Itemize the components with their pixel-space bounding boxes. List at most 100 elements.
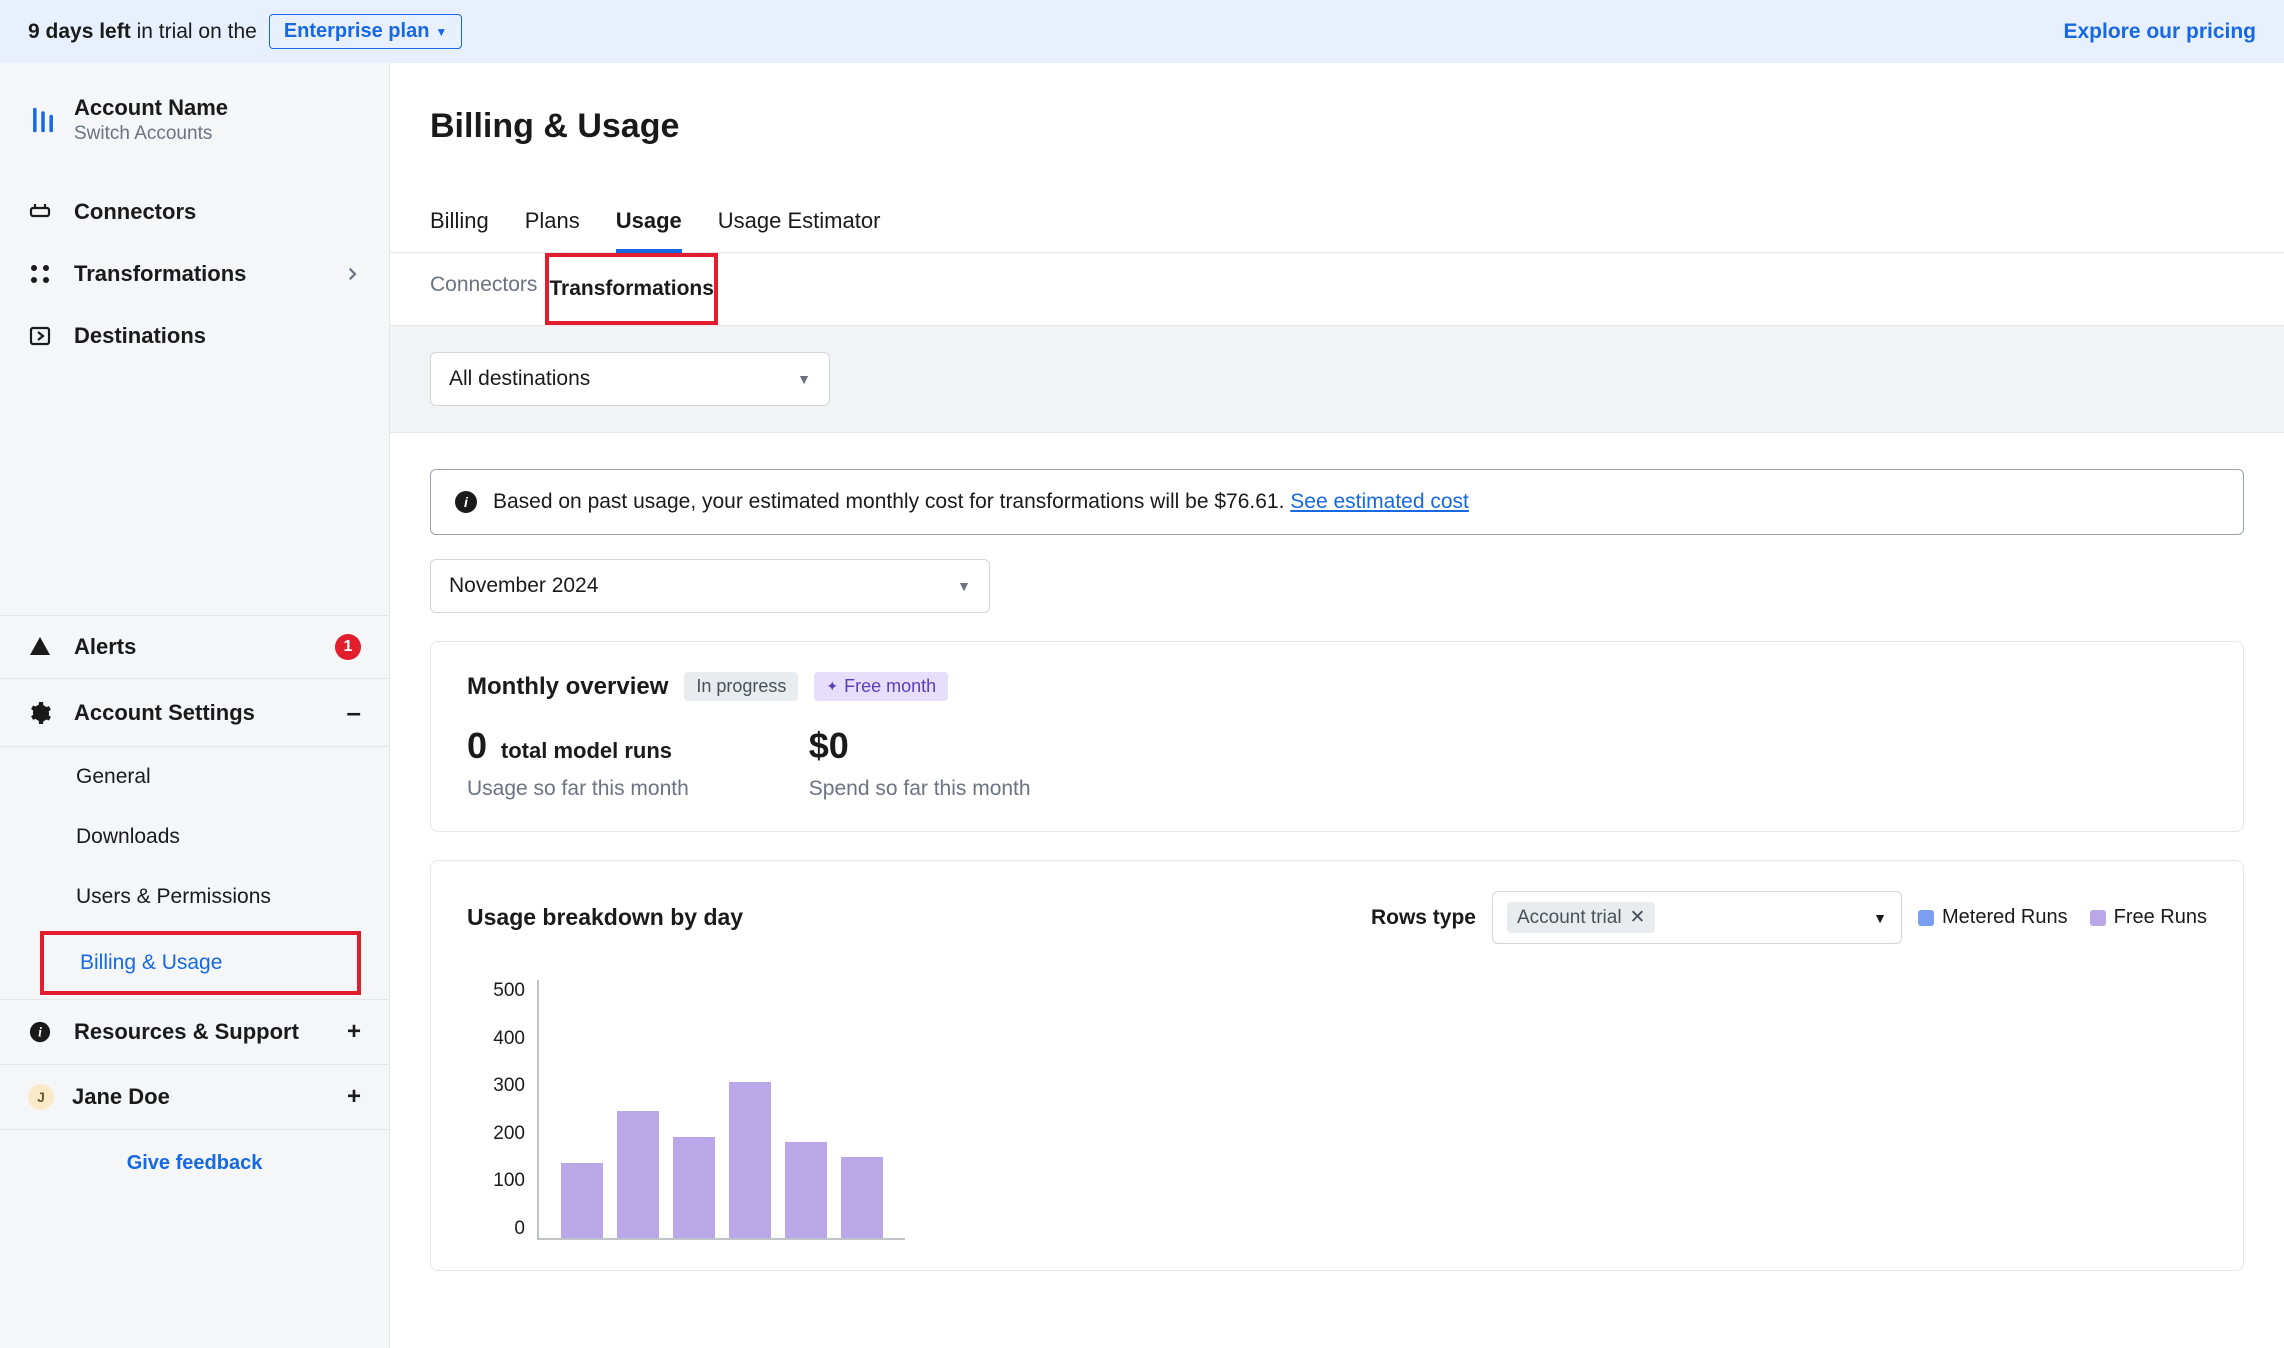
runs-value: 0: [467, 725, 487, 766]
svg-text:i: i: [38, 1025, 42, 1040]
subtab-transformations[interactable]: Transformations: [573, 253, 690, 325]
tab-billing[interactable]: Billing: [430, 194, 489, 252]
subnav-users-permissions[interactable]: Users & Permissions: [0, 867, 389, 927]
destination-select[interactable]: All destinations ▼: [430, 352, 830, 406]
caret-down-icon: ▼: [957, 578, 971, 594]
usage-chart: 5004003002001000: [467, 980, 2207, 1240]
switch-accounts-label: Switch Accounts: [74, 123, 228, 145]
page-title: Billing & Usage: [390, 63, 2284, 194]
caret-down-icon: ▼: [435, 25, 447, 39]
plus-icon: +: [347, 1083, 361, 1111]
legend-swatch-free: [2090, 910, 2106, 926]
avatar: J: [28, 1084, 54, 1110]
y-tick: 400: [493, 1028, 525, 1050]
plus-icon: +: [347, 1018, 361, 1046]
chart-plot: [537, 980, 905, 1240]
feedback-row: Give feedback: [0, 1129, 389, 1197]
connectors-icon: [28, 200, 52, 224]
chart-bar: [561, 1163, 603, 1238]
chart-legend: Metered Runs Free Runs: [1918, 906, 2207, 929]
legend-metered: Metered Runs: [1918, 906, 2068, 929]
see-estimated-cost-link[interactable]: See estimated cost: [1290, 490, 1469, 513]
transformations-icon: [28, 262, 52, 286]
nav-destinations[interactable]: Destinations: [0, 305, 389, 367]
chart-bar: [785, 1142, 827, 1238]
chip-remove-icon[interactable]: ✕: [1630, 906, 1646, 929]
free-month-label: Free month: [844, 676, 936, 697]
alerts-badge: 1: [335, 634, 361, 660]
metric-model-runs: 0 total model runs Usage so far this mon…: [467, 725, 689, 801]
estimated-cost-banner: i Based on past usage, your estimated mo…: [430, 469, 2244, 535]
subnav-billing-usage[interactable]: Billing & Usage: [40, 931, 361, 995]
nav-transformations-label: Transformations: [74, 261, 246, 287]
destination-select-value: All destinations: [449, 367, 590, 391]
spend-value: $0: [809, 725, 849, 766]
account-switcher[interactable]: Account Name Switch Accounts: [0, 95, 389, 181]
nav-connectors[interactable]: Connectors: [0, 181, 389, 243]
chart-bar: [673, 1137, 715, 1238]
nav-account-settings-label: Account Settings: [74, 700, 255, 726]
subnav-downloads[interactable]: Downloads: [0, 807, 389, 867]
monthly-overview-card: Monthly overview In progress ✦ Free mont…: [430, 641, 2244, 832]
subnav-general[interactable]: General: [0, 747, 389, 807]
usage-breakdown-card: Usage breakdown by day Rows type Account…: [430, 860, 2244, 1271]
explore-pricing-link[interactable]: Explore our pricing: [2063, 20, 2256, 43]
nav-user-label: Jane Doe: [72, 1084, 170, 1110]
plan-chip-label: Enterprise plan: [284, 20, 430, 43]
subtab-connectors[interactable]: Connectors: [430, 253, 537, 325]
chevron-right-icon: [343, 265, 361, 283]
tabs-primary: Billing Plans Usage Usage Estimator: [390, 194, 2284, 253]
y-tick: 0: [514, 1218, 525, 1240]
y-tick: 200: [493, 1123, 525, 1145]
monthly-overview-title: Monthly overview: [467, 673, 668, 701]
destination-filter-row: All destinations ▼: [390, 326, 2284, 433]
nav-connectors-label: Connectors: [74, 199, 196, 225]
nav-transformations[interactable]: Transformations: [0, 243, 389, 305]
nav-alerts[interactable]: Alerts 1: [0, 615, 389, 678]
give-feedback-link[interactable]: Give feedback: [127, 1152, 263, 1174]
trial-banner: 9 days left in trial on the Enterprise p…: [0, 0, 2284, 63]
chart-bar: [729, 1082, 771, 1238]
rows-type-select[interactable]: Account trial ✕ ▼: [1492, 891, 1902, 944]
chip-label: Account trial: [1517, 907, 1622, 929]
y-tick: 500: [493, 980, 525, 1002]
sparkle-icon: ✦: [826, 678, 838, 695]
trial-days-left: 9 days left: [28, 20, 131, 43]
account-name: Account Name: [74, 95, 228, 121]
nav-resources-support-label: Resources & Support: [74, 1019, 299, 1045]
status-pill: In progress: [684, 672, 798, 701]
alerts-icon: [28, 635, 52, 659]
nav-resources-support[interactable]: i Resources & Support +: [0, 999, 389, 1064]
caret-down-icon: ▼: [797, 371, 811, 387]
sidebar: Account Name Switch Accounts Connectors …: [0, 63, 390, 1348]
tab-plans[interactable]: Plans: [525, 194, 580, 252]
main-content: Billing & Usage Billing Plans Usage Usag…: [390, 63, 2284, 1348]
nav-alerts-label: Alerts: [74, 634, 136, 660]
nav-user[interactable]: J Jane Doe +: [0, 1064, 389, 1129]
spend-sublabel: Spend so far this month: [809, 777, 1031, 801]
tab-usage-estimator[interactable]: Usage Estimator: [718, 194, 881, 252]
y-tick: 300: [493, 1075, 525, 1097]
trial-in-text: in trial on the: [137, 20, 257, 43]
legend-free: Free Runs: [2090, 906, 2207, 929]
runs-label: total model runs: [501, 738, 672, 763]
chart-y-axis: 5004003002001000: [467, 980, 537, 1240]
plan-chip[interactable]: Enterprise plan ▼: [269, 14, 463, 49]
caret-down-icon: ▼: [1873, 910, 1887, 926]
info-circle-icon: i: [455, 491, 477, 513]
usage-breakdown-title: Usage breakdown by day: [467, 904, 743, 931]
gear-icon: [28, 701, 52, 725]
banner-text: Based on past usage, your estimated mont…: [493, 490, 1209, 513]
rows-type-chip: Account trial ✕: [1507, 902, 1655, 933]
chart-bar: [617, 1111, 659, 1238]
legend-swatch-metered: [1918, 910, 1934, 926]
banner-amount: $76.61.: [1214, 490, 1284, 513]
month-select-value: November 2024: [449, 574, 598, 598]
destinations-icon: [28, 324, 52, 348]
chart-bar: [841, 1157, 883, 1238]
metric-spend: $0 Spend so far this month: [809, 725, 1031, 801]
tab-usage[interactable]: Usage: [616, 194, 682, 252]
month-select[interactable]: November 2024 ▼: [430, 559, 990, 613]
nav-account-settings[interactable]: Account Settings –: [0, 678, 389, 746]
free-month-pill: ✦ Free month: [814, 672, 948, 701]
